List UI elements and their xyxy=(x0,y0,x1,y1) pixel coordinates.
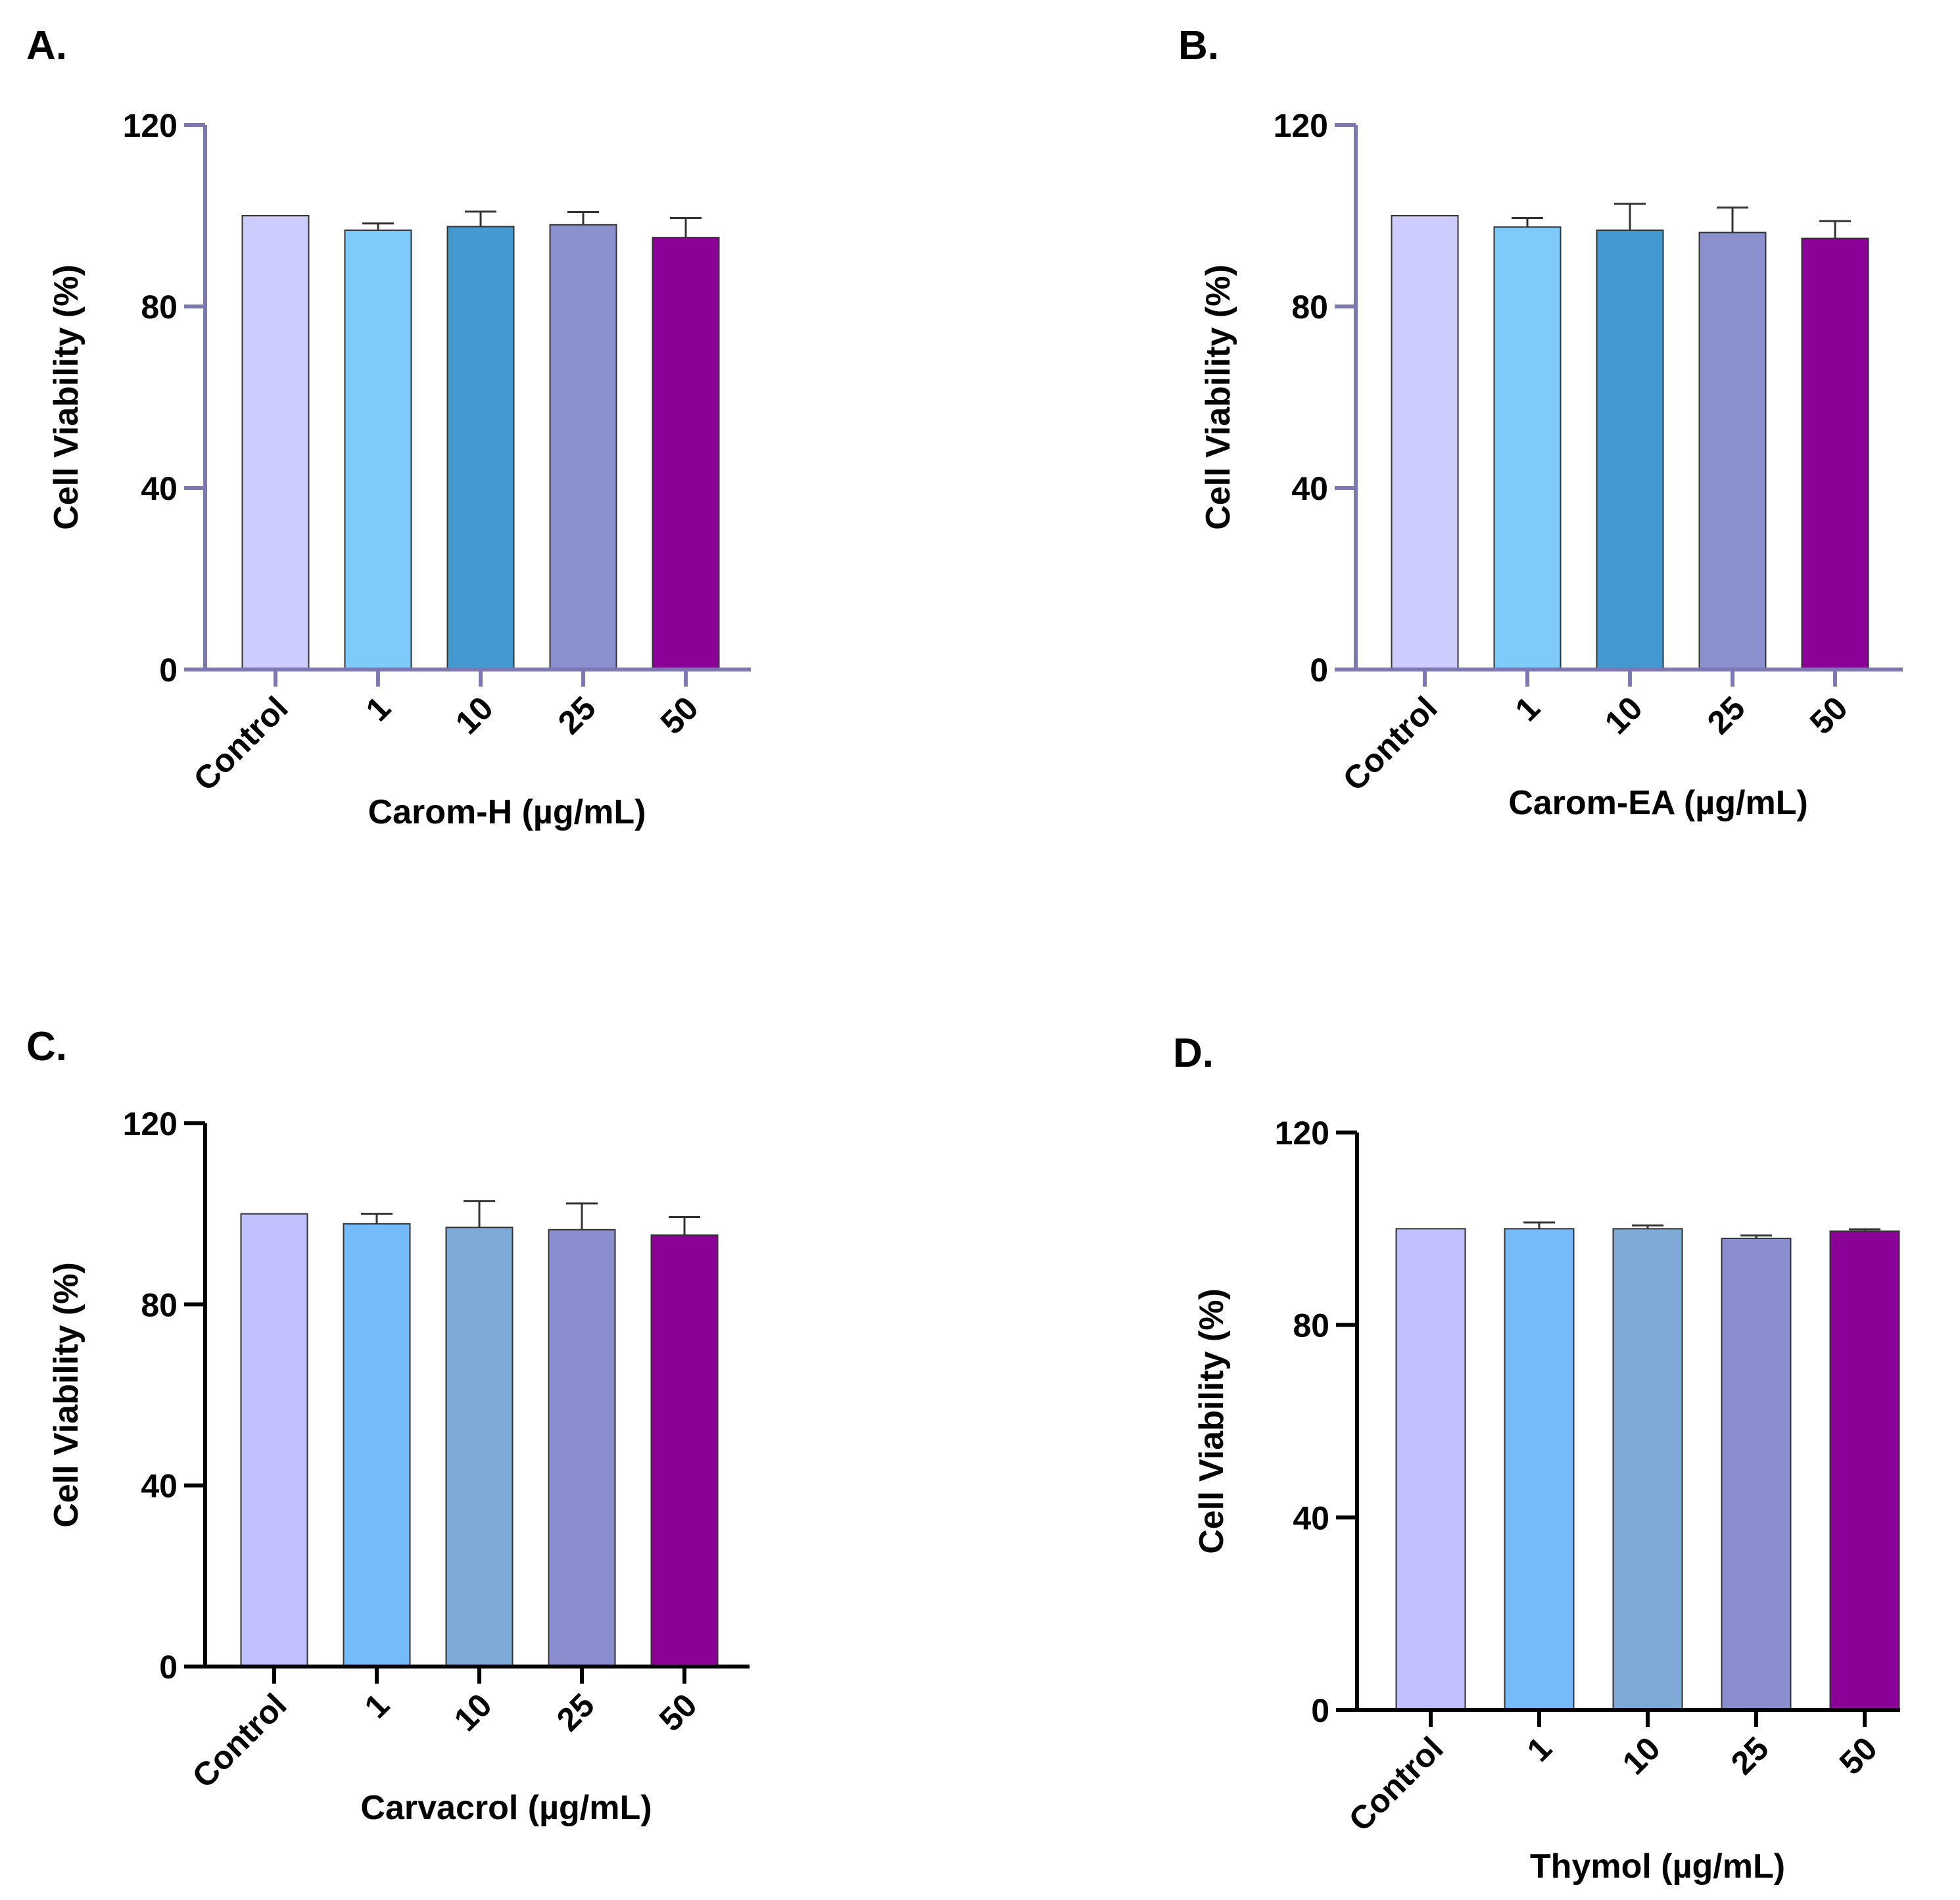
y-tick-label: 80 xyxy=(1293,1307,1329,1344)
bar-25 xyxy=(548,1229,616,1667)
x-tick-label: 10 xyxy=(447,1686,499,1738)
bar-50 xyxy=(650,1234,719,1667)
bar-50 xyxy=(1801,237,1869,670)
x-tick-label: 25 xyxy=(1700,689,1752,741)
x-tick-label: Control xyxy=(187,689,295,798)
bar-25 xyxy=(1721,1237,1792,1711)
y-axis-title: Cell Viability (%) xyxy=(1199,264,1237,530)
x-tick-label: 10 xyxy=(1598,689,1650,741)
y-tick-label: 40 xyxy=(141,1468,178,1505)
x-tick-label: Control xyxy=(185,1686,294,1795)
bar-1 xyxy=(1493,226,1562,670)
bar-1 xyxy=(344,230,412,670)
x-axis-title: Carvacrol (µg/mL) xyxy=(360,1789,652,1827)
bar-10 xyxy=(1596,230,1664,670)
y-tick-label: 80 xyxy=(141,1286,178,1323)
y-tick-label: 40 xyxy=(141,470,178,507)
chart-panel-d: D. Control 1 10 25 50 0 40 80 120 Thymol (µg/mL) Ce… xyxy=(1173,1031,1900,1886)
y-tick-label: 120 xyxy=(1275,1115,1329,1152)
y-tick-label: 40 xyxy=(1293,1499,1329,1536)
chart-panel-c: C. Control 1 10 25 50 0 40 80 120 Carvacrol (µg/mL… xyxy=(26,1024,750,1827)
y-tick-label: 120 xyxy=(1274,107,1328,144)
y-axis-title: Cell Viability (%) xyxy=(1193,1288,1231,1554)
bar-10 xyxy=(445,1227,514,1667)
x-axis-title: Carom-H (µg/mL) xyxy=(368,793,646,831)
panel-label: A. xyxy=(26,23,67,68)
y-axis-title: Cell Viability (%) xyxy=(47,264,85,530)
x-tick-label: Control xyxy=(1336,689,1445,798)
x-tick-label: 50 xyxy=(1803,689,1855,741)
chart-panel-a: A. Control 1 10 25 50 0 40 80 120 Carom-H (µg/mL) C… xyxy=(26,23,751,831)
y-tick-label: 0 xyxy=(159,652,178,689)
bar-10 xyxy=(1612,1228,1683,1711)
bar-control xyxy=(1391,215,1459,670)
y-tick-label: 0 xyxy=(159,1649,178,1686)
bar-control xyxy=(1395,1228,1466,1711)
bar-1 xyxy=(343,1223,411,1668)
bar-control xyxy=(241,215,310,670)
y-tick-label: 120 xyxy=(123,107,178,144)
x-axis-title: Carom-EA (µg/mL) xyxy=(1508,784,1808,822)
x-tick-label: 1 xyxy=(1508,689,1547,728)
y-tick-label: 40 xyxy=(1291,470,1328,507)
chart-panel-b: B. Control 1 10 25 50 0 40 80 120 Carom-EA (µg/mL)… xyxy=(1178,23,1903,822)
x-tick-label: 25 xyxy=(551,689,603,741)
x-tick-label: Control xyxy=(1342,1730,1450,1838)
y-tick-label: 80 xyxy=(141,289,178,326)
panel-label: B. xyxy=(1178,23,1219,68)
x-tick-label: 50 xyxy=(1832,1730,1884,1782)
x-tick-label: 1 xyxy=(358,1686,396,1725)
x-tick-label: 10 xyxy=(448,689,500,741)
bar-25 xyxy=(549,224,617,670)
x-tick-label: 25 xyxy=(550,1686,602,1738)
bar-50 xyxy=(1829,1230,1900,1711)
bar-25 xyxy=(1698,231,1767,670)
x-tick-label: 10 xyxy=(1615,1730,1667,1782)
panel-label: C. xyxy=(26,1024,67,1069)
x-axis-title: Thymol (µg/mL) xyxy=(1530,1847,1785,1886)
y-tick-label: 0 xyxy=(1310,652,1328,689)
x-tick-label: 50 xyxy=(654,689,705,741)
y-tick-label: 80 xyxy=(1291,289,1328,326)
y-axis-title: Cell Viability (%) xyxy=(47,1262,85,1528)
bar-50 xyxy=(652,237,720,670)
bar-10 xyxy=(446,226,515,670)
bar-control xyxy=(240,1213,308,1667)
y-tick-label: 0 xyxy=(1311,1692,1329,1729)
y-tick-label: 120 xyxy=(123,1106,178,1142)
bar-1 xyxy=(1504,1228,1575,1711)
x-tick-label: 25 xyxy=(1724,1730,1776,1782)
panel-label: D. xyxy=(1173,1031,1214,1076)
x-tick-label: 50 xyxy=(652,1686,704,1738)
x-tick-label: 1 xyxy=(359,689,398,728)
x-tick-label: 1 xyxy=(1520,1730,1559,1768)
